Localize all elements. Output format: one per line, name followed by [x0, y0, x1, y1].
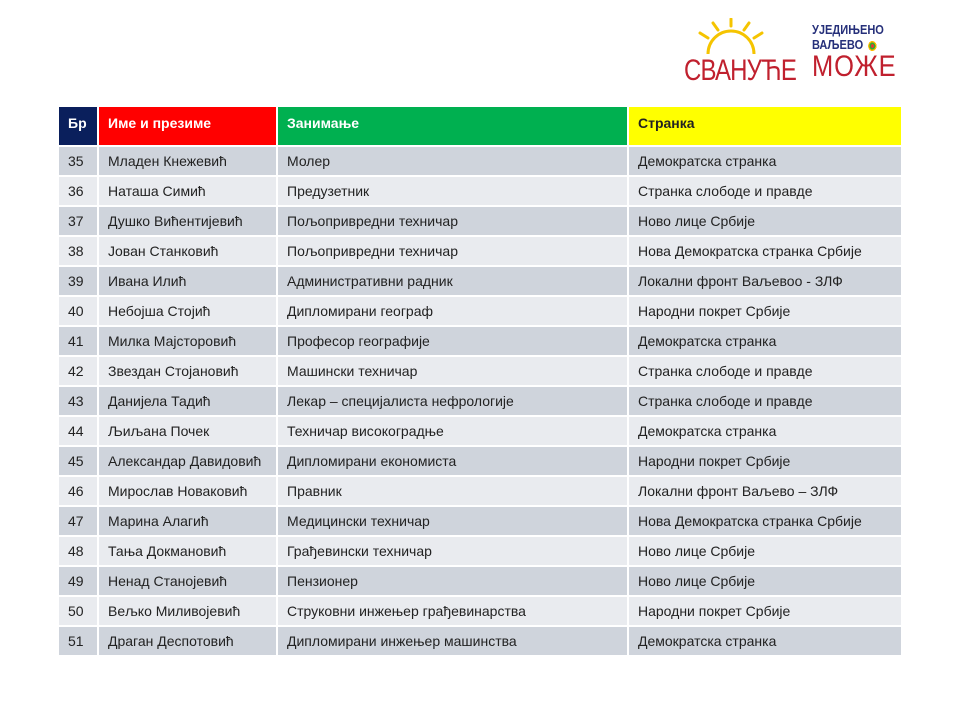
table-row: 38 Јован Станковић Пољопривредни техничар Н…: [57, 235, 903, 267]
cell-party: Народни покрет Србије: [627, 595, 903, 627]
cell-party: Странка слободе и правде: [627, 355, 903, 387]
cell-occupation: Струковни инжењер грађевинарства: [276, 595, 629, 627]
table-row: 48 Тања Докмановић Грађевински техничар Нов…: [57, 535, 903, 567]
table-row: 47 Марина Алагић Медицински техничар Нова Д…: [57, 505, 903, 537]
cell-occupation: Дипломирани економиста: [276, 445, 629, 477]
table-row: 36 Наташа Симић Предузетник Странка слободе…: [57, 175, 903, 207]
cell-name: Небојша Стојић: [97, 295, 278, 327]
cell-party: Странка слободе и правде: [627, 385, 903, 417]
cell-occupation: Техничар високоградње: [276, 415, 629, 447]
cell-occupation: Машински техничар: [276, 355, 629, 387]
table-row: 44 Љиљана Почек Техничар високоградње Демок…: [57, 415, 903, 447]
sun-icon: [698, 18, 764, 54]
cell-name: Александар Давидовић: [97, 445, 278, 477]
cell-number: 37: [57, 205, 99, 237]
cell-occupation: Дипломирани инжењер машинства: [276, 625, 629, 657]
table-row: 49 Ненад Станојевић Пензионер Ново лице Срб…: [57, 565, 903, 597]
ujedinjeno-valjevo-moze-logo: УЈЕДИЊЕНО ВАЉЕВО МОЖЕ: [812, 22, 897, 83]
table-row: 39 Ивана Илић Административни радник Локалн…: [57, 265, 903, 297]
cell-name: Вељко Миливојевић: [97, 595, 278, 627]
cell-occupation: Административни радник: [276, 265, 629, 297]
cell-number: 41: [57, 325, 99, 357]
cell-occupation: Дипломирани географ: [276, 295, 629, 327]
cell-number: 42: [57, 355, 99, 387]
cell-occupation: Лекар – специјалиста нефрологије: [276, 385, 629, 417]
cell-number: 36: [57, 175, 99, 207]
cell-name: Ивана Илић: [97, 265, 278, 297]
cell-name: Мирослав Новаковић: [97, 475, 278, 507]
header-occupation: Занимање: [276, 105, 629, 147]
table-row: 42 Звездан Стојановић Машински техничар Стр…: [57, 355, 903, 387]
cell-name: Милка Мајсторовић: [97, 325, 278, 357]
cell-name: Наташа Симић: [97, 175, 278, 207]
cell-occupation: Пољопривредни техничар: [276, 235, 629, 267]
table-row: 35 Младен Кнежевић Молер Демократска странк…: [57, 145, 903, 177]
cell-number: 47: [57, 505, 99, 537]
table-row: 43 Данијела Тадић Лекар – специјалиста неф…: [57, 385, 903, 417]
cell-occupation: Медицински техничар: [276, 505, 629, 537]
cell-party: Демократска странка: [627, 625, 903, 657]
cell-name: Драган Деспотовић: [97, 625, 278, 657]
cell-number: 49: [57, 565, 99, 597]
flower-icon: [868, 40, 877, 51]
cell-party: Нова Демократска странка Србије: [627, 235, 903, 267]
cell-name: Младен Кнежевић: [97, 145, 278, 177]
cell-occupation: Молер: [276, 145, 629, 177]
header-party: Странка: [627, 105, 903, 147]
cell-name: Ненад Станојевић: [97, 565, 278, 597]
cell-number: 44: [57, 415, 99, 447]
cell-occupation: Пензионер: [276, 565, 629, 597]
cell-party: Странка слободе и правде: [627, 175, 903, 207]
cell-occupation: Предузетник: [276, 175, 629, 207]
cell-party: Ново лице Србије: [627, 535, 903, 567]
table-row: 46 Мирослав Новаковић Правник Локални фронт…: [57, 475, 903, 507]
cell-occupation: Правник: [276, 475, 629, 507]
cell-name: Данијела Тадић: [97, 385, 278, 417]
cell-number: 51: [57, 625, 99, 657]
cell-party: Локални фронт Ваљевоо - ЗЛФ: [627, 265, 903, 297]
cell-party: Нова Демократска странка Србије: [627, 505, 903, 537]
cell-occupation: Професор географије: [276, 325, 629, 357]
cell-party: Ново лице Србије: [627, 565, 903, 597]
table-row: 50 Вељко Миливојевић Струковни инжењер гра…: [57, 595, 903, 627]
cell-number: 46: [57, 475, 99, 507]
cell-number: 38: [57, 235, 99, 267]
cell-party: Демократска странка: [627, 325, 903, 357]
table-row: 45 Александар Давидовић Дипломирани економ…: [57, 445, 903, 477]
cell-name: Душко Вићентијевић: [97, 205, 278, 237]
header-number: Бр: [57, 105, 99, 147]
cell-number: 48: [57, 535, 99, 567]
cell-party: Демократска странка: [627, 145, 903, 177]
svanuce-logo: СВАНУЋЕ: [682, 18, 797, 87]
cell-name: Тања Докмановић: [97, 535, 278, 567]
cell-party: Демократска странка: [627, 415, 903, 447]
cell-name: Љиљана Почек: [97, 415, 278, 447]
cell-name: Звездан Стојановић: [97, 355, 278, 387]
cell-party: Народни покрет Србије: [627, 445, 903, 477]
table-row: 41 Милка Мајсторовић Професор географије Де…: [57, 325, 903, 357]
cell-occupation: Пољопривредни техничар: [276, 205, 629, 237]
header-name: Име и презиме: [97, 105, 278, 147]
cell-number: 40: [57, 295, 99, 327]
cell-party: Локални фронт Ваљево – ЗЛФ: [627, 475, 903, 507]
cell-number: 45: [57, 445, 99, 477]
table-header: Бр Име и презиме Занимање Странка: [57, 105, 903, 147]
cell-number: 35: [57, 145, 99, 177]
cell-number: 50: [57, 595, 99, 627]
cell-number: 43: [57, 385, 99, 417]
table-row: 51 Драган Деспотовић Дипломирани инжењер м…: [57, 625, 903, 657]
cell-name: Јован Станковић: [97, 235, 278, 267]
table-row: 40 Небојша Стојић Дипломирани географ Народ…: [57, 295, 903, 327]
cell-number: 39: [57, 265, 99, 297]
cell-occupation: Грађевински техничар: [276, 535, 629, 567]
table-row: 37 Душко Вићентијевић Пољопривредни технич…: [57, 205, 903, 237]
cell-name: Марина Алагић: [97, 505, 278, 537]
cell-party: Ново лице Србије: [627, 205, 903, 237]
cell-party: Народни покрет Србије: [627, 295, 903, 327]
candidates-table: Бр Име и презиме Занимање Странка 35 Млад…: [57, 105, 903, 657]
